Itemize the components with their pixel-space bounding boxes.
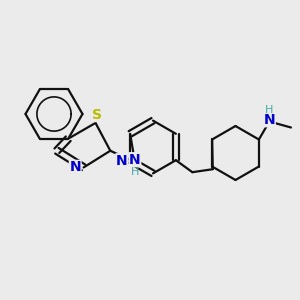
Text: H: H xyxy=(131,167,139,177)
Text: N: N xyxy=(116,154,127,168)
Text: N: N xyxy=(129,153,141,167)
Text: N: N xyxy=(264,113,275,127)
Text: N: N xyxy=(69,160,81,174)
Text: S: S xyxy=(92,107,102,122)
Text: H: H xyxy=(265,105,274,115)
